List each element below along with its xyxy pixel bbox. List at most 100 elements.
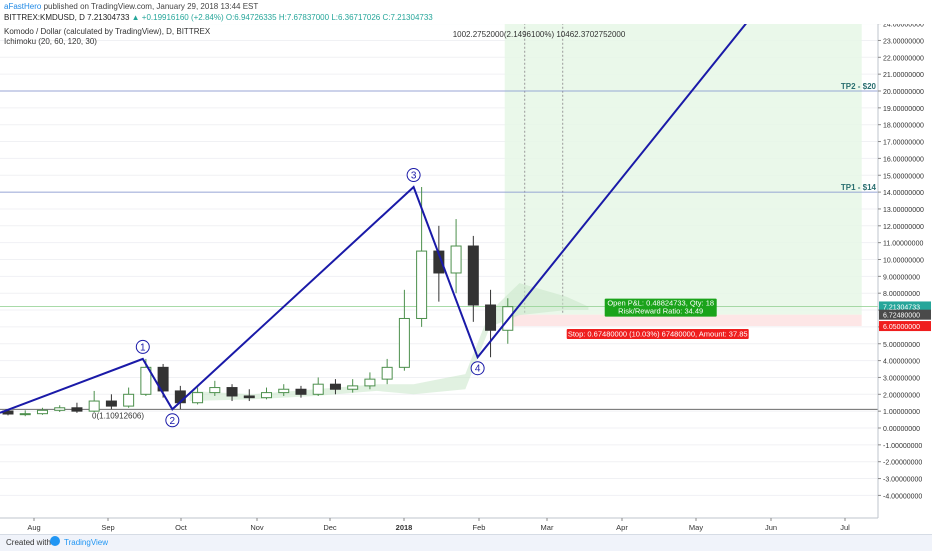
price-tick-label: 0.00000000: [883, 426, 920, 433]
wave-marker: [165, 413, 180, 428]
time-tick-label: Dec: [323, 523, 337, 532]
price-tick-label: 4.00000000: [883, 359, 920, 366]
chart-title: Komodo / Dollar (calculated by TradingVi…: [4, 27, 211, 36]
position-range-text: 1002.2752000(2.1496100%) 10462.370275200…: [453, 30, 626, 39]
price-tick-label: 2.00000000: [883, 392, 920, 399]
publish-text: published on TradingView.com, January 29…: [43, 2, 259, 11]
candle-body: [329, 383, 341, 390]
price-axis-bg: [878, 24, 932, 518]
candle-body: [467, 245, 479, 306]
candle-body: [36, 409, 48, 415]
price-tick-label: 16.00000000: [883, 156, 924, 163]
pnl-text: Open P&L: 0.48824733, Qty: 18: [607, 299, 714, 308]
price-tick-label: 13.00000000: [883, 207, 924, 214]
candle-body: [433, 250, 445, 274]
price-tick-label: 20.00000000: [883, 89, 924, 96]
symbol-line: BITTREX:KMDUSD, D 7.21304733 ▲ +0.199161…: [4, 13, 433, 22]
candle-body: [295, 388, 307, 395]
price-tick-label: 15.00000000: [883, 173, 924, 180]
time-tick-label: Feb: [473, 523, 486, 532]
price-tick-label: 12.00000000: [883, 224, 924, 231]
ichimoku-cloud: [189, 283, 589, 402]
chart-area[interactable]: TP2 - $20 TP1 - $14 0(1.10912606) 1 2 3 4 1002.…: [0, 24, 932, 534]
target-zone: [504, 24, 862, 315]
candle-body: [278, 388, 290, 394]
candle-body: [192, 392, 204, 404]
tradingview-link[interactable]: TradingView: [64, 538, 109, 547]
low-value: L:6.36717026: [331, 13, 381, 22]
risk-reward-text: Risk/Reward Ratio: 34.49: [618, 307, 703, 316]
wave-marker: [406, 168, 421, 183]
candle-body: [398, 317, 410, 368]
price-tick-label: 17.00000000: [883, 140, 924, 147]
candle-body: [157, 366, 169, 392]
time-tick-label: Jun: [765, 523, 777, 532]
candle-body: [105, 400, 117, 407]
candle-body: [381, 366, 393, 380]
time-tick-label: Nov: [250, 523, 264, 532]
high-value: H:7.67837000: [278, 13, 330, 22]
time-tick-label: May: [689, 523, 703, 532]
price-change: ▲ +0.19916160 (+2.84%): [131, 13, 224, 22]
open-value: O:6.94726335: [225, 13, 277, 22]
price-tick-label: 5.00000000: [883, 342, 920, 349]
candle-body: [450, 245, 462, 274]
fib-zero-label: 0(1.10912606): [92, 411, 144, 420]
price-tick-label: 1.00000000: [883, 409, 920, 416]
price-tick-label: 3.00000000: [883, 375, 920, 382]
time-tick-label: Mar: [541, 523, 554, 532]
candle-body: [54, 407, 66, 411]
price-tick-label: 23.00000000: [883, 38, 924, 45]
candle-body: [364, 378, 376, 387]
candle-body: [209, 387, 221, 394]
price-tick-label: 21.00000000: [883, 72, 924, 79]
candle-body: [140, 366, 152, 395]
candle-body: [123, 393, 135, 407]
level-label: TP2 - $20: [841, 82, 877, 91]
price-tick-label: -2.00000000: [883, 460, 922, 467]
price-tick-label: -1.00000000: [883, 443, 922, 450]
wave-label: 4: [475, 364, 481, 375]
tradingview-logo-icon: [50, 536, 60, 546]
candle-body: [226, 387, 238, 397]
stop-zone: [504, 314, 862, 327]
price-tick-label: 11.00000000: [883, 241, 923, 248]
price-tag: [879, 301, 931, 312]
time-tick-label: Apr: [616, 523, 628, 532]
candle-body: [19, 413, 31, 416]
candle-body: [312, 383, 324, 395]
stop-label-box: [566, 329, 749, 340]
author-link[interactable]: aFastHero: [4, 2, 42, 11]
stop-text: Stop: 0.67480000 (10.03%) 67480000, Amou…: [568, 330, 748, 339]
wave-marker: [470, 361, 485, 376]
time-tick-label: Jul: [840, 523, 850, 532]
candle-body: [485, 304, 497, 331]
price-tag: [879, 309, 931, 320]
candle-body: [416, 250, 428, 319]
footer: Created with TradingView: [0, 534, 932, 551]
level-label: TP1 - $14: [841, 183, 877, 192]
candle-body: [261, 392, 273, 399]
price-tag: [879, 321, 931, 332]
price-tick-label: 22.00000000: [883, 55, 924, 62]
wave-label: 1: [140, 342, 146, 353]
price-tick-label: 9.00000000: [883, 274, 920, 281]
price-tick-label: 24.00000000: [883, 24, 924, 29]
price-tick-label: 8.00000000: [883, 291, 920, 298]
candle-body: [88, 400, 100, 412]
price-tag-label: 6.72480000: [883, 313, 920, 320]
price-tick-label: -4.00000000: [883, 493, 922, 500]
wave-label: 2: [170, 416, 176, 427]
created-with-text: Created with: [6, 538, 51, 547]
price-tick-label: -3.00000000: [883, 477, 922, 484]
pnl-label-box: [604, 298, 717, 317]
wave-marker: [135, 339, 150, 354]
indicator-label: Ichimoku (20, 60, 120, 30): [4, 37, 97, 46]
price-tick-label: 14.00000000: [883, 190, 924, 197]
candle-body: [71, 407, 83, 412]
time-tick-label: Aug: [27, 523, 40, 532]
time-tick-label: Oct: [175, 523, 188, 532]
price-tick-label: 10.00000000: [883, 258, 924, 265]
price-tag-label: 6.05000000: [883, 324, 920, 331]
price-chart[interactable]: TP2 - $20 TP1 - $14 0(1.10912606) 1 2 3 4 1002.…: [0, 24, 932, 534]
